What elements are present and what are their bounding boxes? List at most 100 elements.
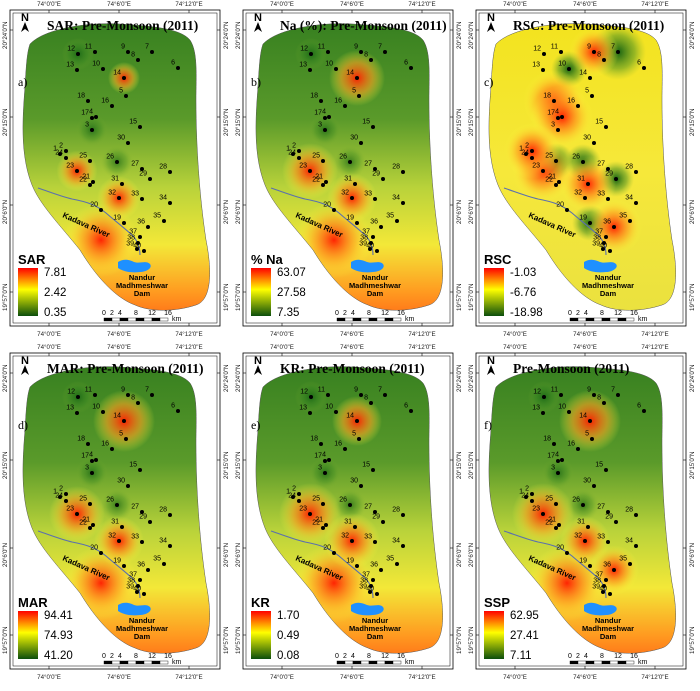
north-label: N [487,12,495,24]
well-point-26 [115,160,119,164]
scale-tick-label: 16 [164,653,172,660]
lon-label-bottom: 74°6'0"E [573,674,597,681]
map-panel-mar: 74°0'0"E 74°0'0"E 74°6'0"E 74°6'0"E 74°12'0"… [2,344,230,681]
well-point-39 [368,590,372,594]
well-label-35: 35 [386,556,394,563]
lon-label-top: 74°12'0"E [641,344,668,351]
well-point-17 [556,116,560,120]
well-point-36 [379,568,383,572]
dam-label-line3: Dam [367,289,384,298]
well-label-18: 18 [543,436,551,443]
well-point-8 [136,58,140,62]
well-point-20 [565,208,569,212]
well-label-11: 11 [318,44,325,51]
well-point-14 [588,419,592,423]
well-point-11 [326,50,330,54]
well-point-38 [136,241,140,245]
north-arrow-icon [21,365,29,375]
well-point-38 [369,241,373,245]
well-point-38 [602,584,606,588]
well-label-35: 35 [619,556,627,563]
legend-max: 63.07 [277,267,306,279]
well-point-3 [323,128,327,132]
well-label-6: 6 [171,403,175,410]
scale-tick-label: 2 [576,653,580,660]
legend-color-ramp [18,268,38,316]
well-point-27 [373,510,377,514]
scale-segment [625,317,635,322]
well-label-1: 1 [53,489,57,496]
well-label-34: 34 [159,195,167,202]
lat-label-right: 19°57'0"N [456,283,463,311]
lat-label-left: 20°24'0"N [235,364,242,392]
well-label-10: 10 [325,404,333,411]
well-label-16: 16 [334,98,342,105]
well-label-39: 39 [126,241,134,248]
well-label-9: 9 [587,387,591,394]
scale-unit: km [172,316,182,323]
scale-segment [336,317,346,322]
lat-label-right: 20°24'0"N [223,364,230,392]
well-point-20 [332,551,336,555]
panel-letter: a) [18,75,27,89]
well-label-30: 30 [583,478,591,485]
well-point-36 [379,225,383,229]
dam-label-line2: Madhmeshwar [349,281,401,290]
well-label-17: 17 [314,453,322,460]
north-arrow-icon [21,22,29,32]
legend-max: 7.81 [44,267,66,279]
well-label-16: 16 [334,441,342,448]
well-point-5 [124,437,128,441]
well-label-21: 21 [315,174,323,181]
well-point-4 [327,115,331,119]
well-point-1 [291,495,295,499]
well-label-38: 38 [127,578,135,585]
well-label-11: 11 [85,44,92,51]
panel-letter: e) [251,418,260,432]
well-point-37 [371,235,375,239]
well-point-17 [323,116,327,120]
well-point-32 [583,196,587,200]
well-point-18 [86,442,90,446]
well-label-9: 9 [121,387,125,394]
lat-label-right: 20°15'0"N [689,451,696,479]
well-point-19 [122,564,126,568]
well-label-25: 25 [79,153,87,160]
well-point-8 [602,58,606,62]
scale-segment [392,660,402,665]
well-label-32: 32 [341,190,349,197]
well-label-23: 23 [532,163,540,170]
dam-label-line2: Madhmeshwar [582,281,634,290]
map-inner-frame [478,12,684,324]
well-point-16 [110,104,114,108]
lat-label-right: 20°15'0"N [223,451,230,479]
well-label-21: 21 [548,174,556,181]
well-point-31 [353,182,357,186]
well-point-34 [401,544,405,548]
well-point-13 [541,411,545,415]
scale-unit: km [638,659,648,666]
well-point-29 [148,177,152,181]
well-label-27: 27 [131,504,139,511]
legend-mid: 2.42 [44,287,66,299]
dam-label-line3: Dam [600,632,617,641]
well-label-20: 20 [90,545,98,552]
scale-segment [617,660,627,665]
well-label-18: 18 [77,436,85,443]
well-point-19 [355,221,359,225]
legend-max: 1.70 [277,610,299,622]
scale-segment [103,660,113,665]
well-point-38 [369,584,373,588]
scale-tick-label: 16 [397,653,405,660]
well-label-4: 4 [89,452,93,459]
dam-label-line3: Dam [134,632,151,641]
map-inner-frame [478,355,684,667]
well-point-16 [110,447,114,451]
well-label-34: 34 [392,538,400,545]
well-point-4 [327,458,331,462]
well-point-28 [168,170,172,174]
well-point-2 [64,492,68,496]
lat-label-left: 20°15'0"N [468,451,475,479]
well-label-2: 2 [525,143,529,150]
well-point-9 [359,50,363,54]
